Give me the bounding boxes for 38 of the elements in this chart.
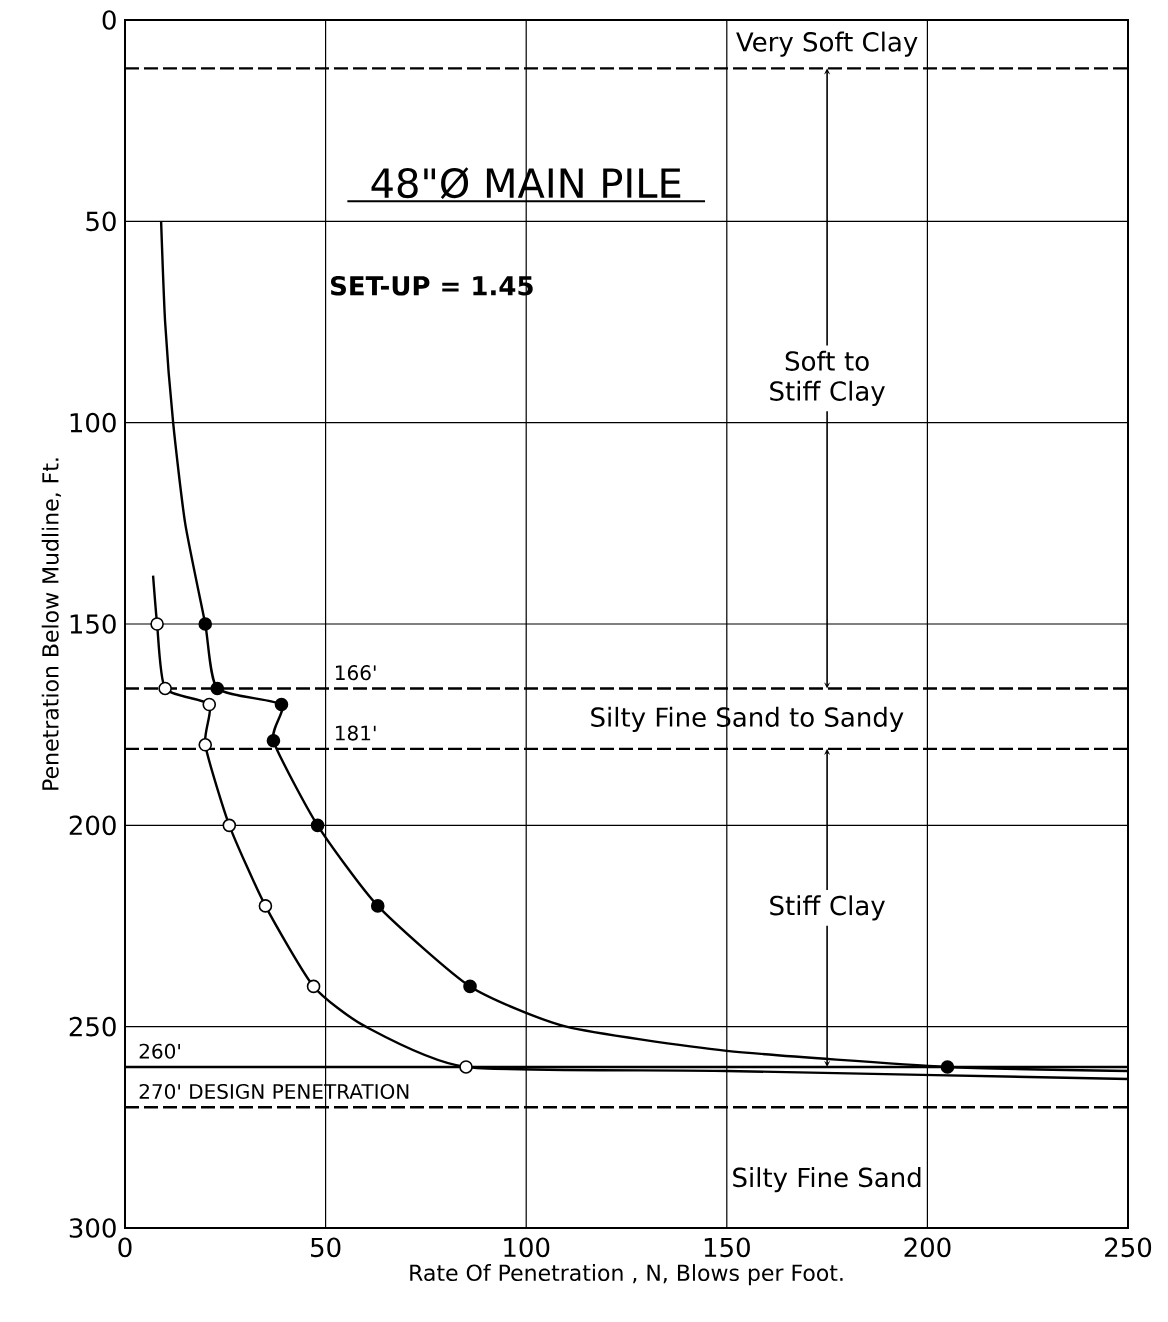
- point: [940, 1060, 955, 1074]
- point: [158, 681, 172, 696]
- annotation: Silty Fine Sand: [733, 1167, 921, 1193]
- point: [210, 681, 225, 696]
- point: [310, 818, 325, 833]
- x-tick-label: 150: [704, 1237, 750, 1258]
- ref-line-label: 181': [336, 725, 376, 741]
- y-axis-title: Penetration Below Mudline, Ft.: [41, 458, 61, 790]
- x-tick-label: 100: [504, 1237, 550, 1258]
- point: [258, 899, 273, 913]
- x-tick-label: 50: [311, 1237, 341, 1258]
- point: [198, 738, 213, 752]
- y-tick-label: 0: [102, 10, 116, 30]
- annotation: Soft to Stiff Clay: [770, 350, 885, 406]
- point: [463, 979, 477, 994]
- y-tick-label: 200: [69, 815, 116, 836]
- x-tick-label: 200: [904, 1237, 951, 1258]
- point: [202, 697, 217, 712]
- point: [266, 733, 281, 748]
- annotation: Very Soft Clay: [736, 31, 918, 57]
- point: [370, 899, 385, 913]
- y-tick-label: 100: [70, 412, 116, 433]
- ref-line-label: 260': [139, 1043, 180, 1059]
- ref-line-label: 166': [336, 665, 376, 681]
- x-tick-label: 0: [118, 1237, 132, 1258]
- point: [222, 818, 237, 833]
- point: [150, 617, 164, 631]
- y-tick-label: 50: [86, 211, 116, 232]
- point: [198, 617, 213, 631]
- point: [459, 1060, 473, 1074]
- x-axis-title: Rate Of Penetration , N, Blows per Foot.: [410, 1264, 843, 1286]
- y-tick-label: 250: [69, 1016, 116, 1037]
- y-tick-label: 150: [70, 614, 116, 634]
- x-tick-label: 250: [1105, 1237, 1152, 1258]
- annotation: Stiff Clay: [770, 895, 885, 921]
- point: [274, 697, 289, 712]
- point: [306, 979, 321, 994]
- y-tick-label: 300: [69, 1218, 116, 1238]
